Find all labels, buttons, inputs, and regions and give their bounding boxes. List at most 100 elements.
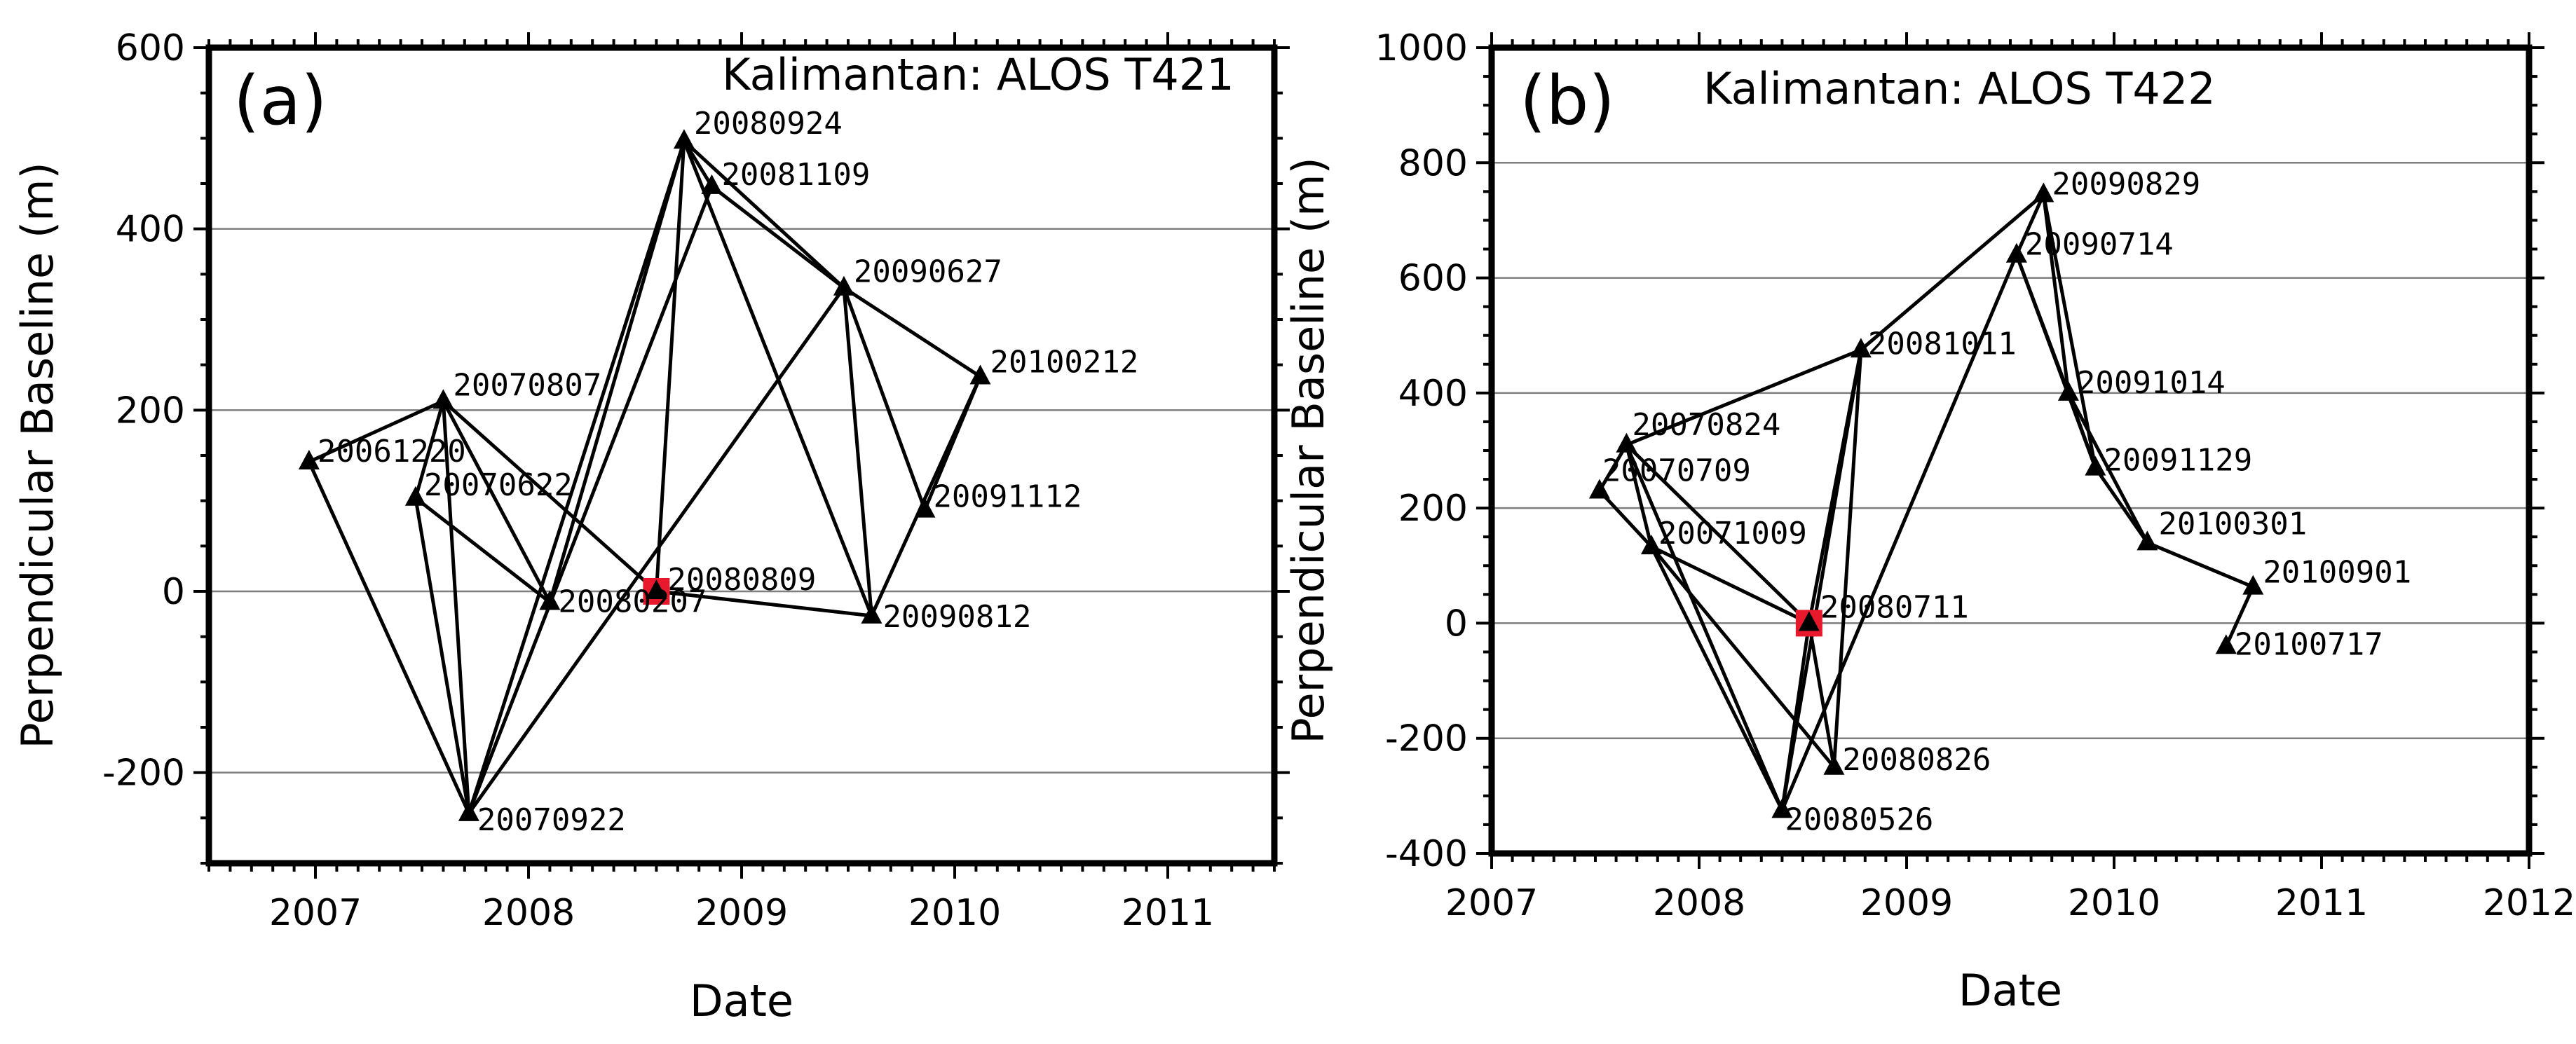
acquisition-label: 20080526 [1785,802,1933,837]
y-tick-label: -200 [102,753,185,795]
panel-letter: (a) [233,62,327,140]
x-tick-label: 2008 [1653,882,1745,924]
baseline-edge [1780,254,2019,811]
x-tick-label: 2009 [1860,882,1953,924]
x-tick-label: 2009 [695,892,788,934]
acquisition-label: 20070922 [477,802,626,838]
acquisition-point [298,450,320,470]
baseline-edge [1626,348,1862,447]
panel-a: 2007 2008 2009 2010 2011 -200 0 200 400 600 Date Pe… [12,27,1290,1026]
acquisition-label: 20080711 [1820,589,1969,625]
x-tick-label: 2011 [1122,892,1214,934]
y-tick-label: -400 [1385,833,1468,875]
x-tick-label: 2007 [1445,882,1538,924]
baseline-edge [1625,444,1784,811]
acquisition-point [432,389,454,409]
x-tick-label: 2012 [2483,882,2575,924]
acquisition-point [1616,432,1637,453]
baseline-edge [467,140,686,814]
baseline-edge [654,141,686,592]
baseline-edge [1649,545,1836,769]
acquisition-label: 20090714 [2025,227,2174,263]
baseline-edge [2041,194,2071,394]
baseline-edge [1860,193,2045,352]
acquisition-label: 20080207 [558,584,707,620]
baseline-edge [547,140,686,603]
baseline-edge [682,140,873,617]
acquisition-point [2005,242,2027,263]
baseline-edge [1598,489,1653,548]
y-tick-label: 600 [116,27,185,69]
y-tick-label: 800 [1398,142,1468,184]
acquisition-point [1823,755,1845,775]
acquisition-label: 20100901 [2263,555,2411,591]
acquisition-label: 20091129 [2104,443,2252,479]
acquisition-point [861,603,882,624]
acquisition-point [1798,611,1820,631]
y-tick-label: 400 [116,209,185,251]
x-axis-label: Date [1958,965,2062,1016]
acquisition-label: 20100717 [2235,626,2383,662]
baseline-edge [442,400,552,603]
baseline-edge [1649,546,1784,811]
acquisition-label: 20091014 [2077,365,2226,401]
baseline-edge [414,400,445,499]
acquisition-label: 20080809 [667,562,816,598]
acquisition-label: 20080826 [1842,742,1991,778]
baseline-edge [441,401,471,814]
acquisition-point [539,590,561,610]
acquisition-point [1771,798,1793,818]
baseline-edge [683,139,845,289]
x-axis-label: Date [690,975,793,1026]
acquisition-point [673,129,695,149]
x-tick-label: 2007 [269,892,362,934]
baseline-edge [467,185,714,814]
panel-b: 2007 2008 2009 2010 2011 2012 -400 -200 0 200 400 6… [1283,27,2575,1016]
y-tick-label: 200 [1398,488,1468,530]
baseline-edge [442,399,658,593]
baseline-edge [1780,623,1811,811]
baseline-edge [842,287,873,617]
acquisition-label: 20081011 [1868,326,2017,362]
baseline-edge [923,376,982,511]
acquisition-label: 20071009 [1658,516,1807,551]
acquisition-label: 20070709 [1602,453,1751,489]
acquisition-label: 20070807 [453,367,601,403]
baseline-edge [2146,541,2254,589]
x-tick-label: 2010 [2068,882,2160,924]
baseline-edge [2066,392,2149,544]
y-tick-label: 0 [162,571,185,613]
baseline-edge [656,589,872,618]
baseline-edge [843,286,981,378]
acquisition-point [969,364,991,385]
baseline-edge [414,497,471,814]
acquisition-label: 20090829 [2052,166,2200,202]
y-axis-label: Perpendicular Baseline (m) [12,162,63,748]
baseline-edge [1807,349,1863,624]
acquisition-point [701,174,723,194]
y-tick-label: 0 [1445,603,1468,645]
baseline-edge [2015,193,2045,256]
y-tick-label: 200 [116,390,185,432]
baseline-edge [2224,586,2255,647]
baseline-edge [1650,544,1810,625]
acquisition-point [2137,530,2158,551]
x-tick-label: 2010 [908,892,1001,934]
acquisition-point [1640,535,1662,555]
y-tick-label: -200 [1385,718,1468,760]
y-tick-label: 400 [1398,373,1468,415]
acquisition-label: 20100212 [990,344,1138,380]
baseline-edge [467,287,845,815]
acquisition-label: 20081109 [721,157,870,193]
baseline-edge [1624,444,1654,547]
baseline-edge [1832,350,1863,767]
acquisition-point [2242,575,2264,595]
acquisition-point [1850,338,1872,358]
acquisition-point [646,579,667,599]
plot-frame [205,44,1278,867]
x-tick-label: 2008 [482,892,575,934]
panel-title: Kalimantan: ALOS T422 [1703,63,2216,114]
x-tick-label: 2011 [2275,882,2368,924]
acquisition-label: 20090627 [854,254,1002,290]
